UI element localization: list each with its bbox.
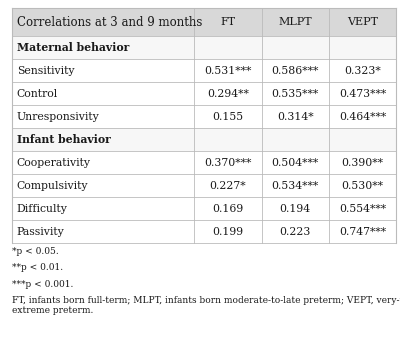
Bar xyxy=(12,174,396,197)
Bar xyxy=(12,197,396,220)
Text: 0.534***: 0.534*** xyxy=(272,180,319,191)
Text: **p < 0.01.: **p < 0.01. xyxy=(12,263,63,272)
Text: 0.530**: 0.530** xyxy=(341,180,383,191)
Text: 0.535***: 0.535*** xyxy=(272,89,319,99)
Bar xyxy=(12,59,396,82)
Text: 0.227*: 0.227* xyxy=(210,180,246,191)
Text: MLPT: MLPT xyxy=(278,17,312,27)
Text: 0.323*: 0.323* xyxy=(344,66,381,76)
Text: 0.747***: 0.747*** xyxy=(339,226,386,237)
Text: FT: FT xyxy=(220,17,236,27)
Text: 0.531***: 0.531*** xyxy=(204,66,252,76)
Text: ***p < 0.001.: ***p < 0.001. xyxy=(12,280,73,289)
Text: Unresponsivity: Unresponsivity xyxy=(17,112,100,122)
Text: Infant behavior: Infant behavior xyxy=(17,134,111,145)
Bar xyxy=(12,151,396,174)
Text: *p < 0.05.: *p < 0.05. xyxy=(12,247,59,256)
Text: 0.155: 0.155 xyxy=(212,112,244,122)
Text: Passivity: Passivity xyxy=(17,226,64,237)
Text: Compulsivity: Compulsivity xyxy=(17,180,88,191)
Text: 0.194: 0.194 xyxy=(280,203,311,214)
Text: FT, infants born full-term; MLPT, infants born moderate-to-late preterm; VEPT, v: FT, infants born full-term; MLPT, infant… xyxy=(12,296,400,315)
Text: Sensitivity: Sensitivity xyxy=(17,66,74,76)
Text: 0.586***: 0.586*** xyxy=(272,66,319,76)
Text: 0.390**: 0.390** xyxy=(341,158,383,168)
Text: Maternal behavior: Maternal behavior xyxy=(17,42,129,53)
Bar xyxy=(12,105,396,128)
Text: 0.473***: 0.473*** xyxy=(339,89,386,99)
Text: Cooperativity: Cooperativity xyxy=(17,158,91,168)
Text: 0.554***: 0.554*** xyxy=(339,203,386,214)
Text: VEPT: VEPT xyxy=(347,17,378,27)
Text: Control: Control xyxy=(17,89,58,99)
Text: 0.370***: 0.370*** xyxy=(204,158,252,168)
Bar xyxy=(12,220,396,243)
Text: 0.464***: 0.464*** xyxy=(339,112,386,122)
Text: 0.294**: 0.294** xyxy=(207,89,249,99)
Text: Correlations at 3 and 9 months: Correlations at 3 and 9 months xyxy=(17,16,202,29)
Bar xyxy=(12,8,396,36)
Text: 0.223: 0.223 xyxy=(280,226,311,237)
Text: Difficulty: Difficulty xyxy=(17,203,68,214)
Bar xyxy=(12,36,396,59)
Bar xyxy=(12,82,396,105)
Text: 0.314*: 0.314* xyxy=(277,112,314,122)
Text: 0.199: 0.199 xyxy=(212,226,244,237)
Text: 0.504***: 0.504*** xyxy=(272,158,319,168)
Bar xyxy=(12,128,396,151)
Text: 0.169: 0.169 xyxy=(212,203,244,214)
